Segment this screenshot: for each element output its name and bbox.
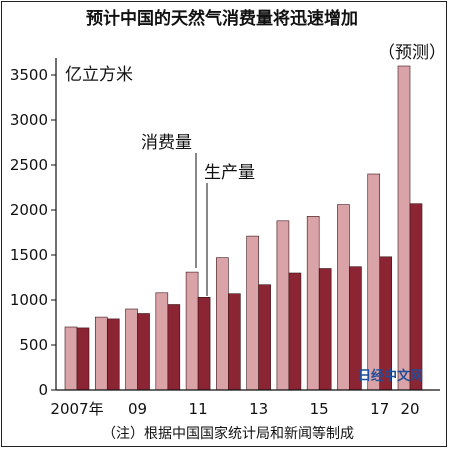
legend-label-consumption: 消费量: [141, 133, 192, 153]
y-tick-label: 2500: [10, 156, 48, 174]
bar-consumption: [276, 220, 290, 391]
x-tick-label: 15: [310, 400, 329, 418]
bar-production: [106, 318, 120, 391]
x-tick-label: 2007年: [50, 400, 103, 418]
bar-consumption: [306, 216, 320, 391]
bar-production: [258, 284, 271, 391]
bar-consumption: [397, 65, 411, 391]
chart-title: 预计中国的天然气消费量将迅速增加: [86, 8, 358, 29]
x-tick-label: 17: [370, 400, 389, 418]
y-ticks-group: 0 500 1000 1500 2000 2500 3000 3500: [10, 66, 56, 399]
bar-production: [318, 268, 332, 391]
bar-consumption: [155, 292, 169, 391]
x-ticks-group: 2007年 09 11 13 15 17 20: [50, 400, 419, 418]
legend-label-production: 生产量: [204, 163, 255, 183]
bar-production: [228, 293, 241, 391]
bar-production: [167, 304, 181, 391]
footnote: （注）根据中国国家统计局和新闻等制成: [102, 425, 354, 442]
y-tick-label: 500: [19, 336, 48, 354]
y-tick-label: 0: [38, 381, 48, 399]
unit-label: 亿立方米: [65, 65, 133, 85]
x-tick-label: 13: [249, 400, 268, 418]
bar-production: [409, 203, 423, 391]
y-tick-label: 1000: [10, 291, 48, 309]
bar-consumption: [125, 308, 138, 391]
bar-consumption: [185, 271, 199, 391]
bar-consumption: [367, 173, 381, 391]
y-tick-label: 2000: [10, 201, 48, 219]
watermark-logo: 日经中文网: [358, 368, 423, 384]
y-tick-label: 3000: [10, 111, 48, 129]
x-tick-label: 09: [128, 400, 147, 418]
bar-production: [197, 296, 211, 391]
x-tick-label: 20: [400, 400, 419, 418]
x-tick-label: 11: [189, 400, 208, 418]
bars-group: [64, 65, 423, 391]
y-tick-label: 3500: [10, 66, 48, 84]
bar-consumption: [216, 257, 229, 391]
y-tick-label: 1500: [10, 246, 48, 264]
bar-consumption: [64, 326, 78, 391]
bar-consumption: [94, 316, 108, 391]
bar-production: [288, 272, 302, 391]
bar-production: [76, 327, 90, 391]
bar-consumption: [337, 204, 350, 391]
bar-production: [137, 313, 150, 391]
projection-label: （预测）: [378, 43, 446, 63]
bar-consumption: [246, 235, 259, 391]
